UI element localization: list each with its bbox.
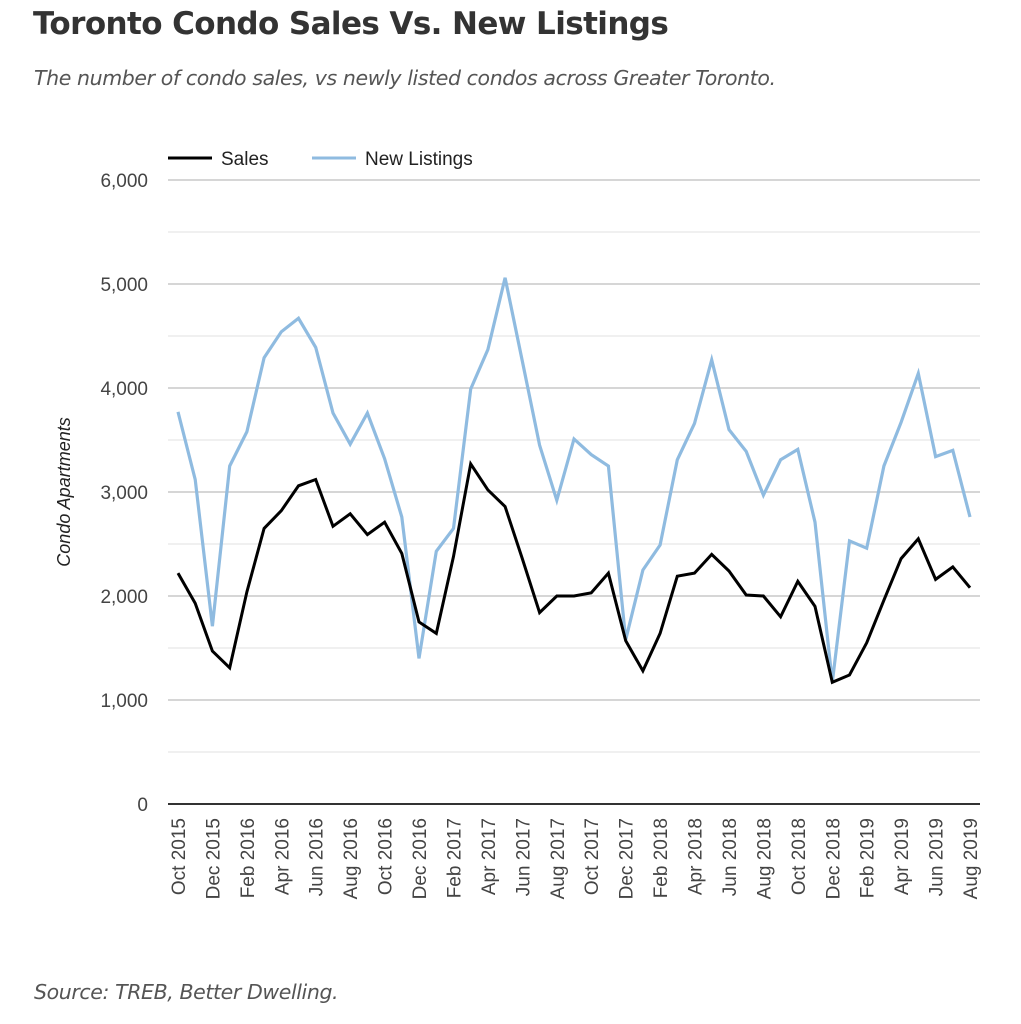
x-tick-label: Aug 2018 — [754, 818, 775, 899]
x-tick-label: Jun 2019 — [927, 818, 948, 896]
x-tick-label: Apr 2018 — [686, 818, 707, 895]
y-tick-label: 4,000 — [100, 379, 148, 400]
legend-item-sales[interactable]: Sales — [168, 149, 269, 170]
y-tick-label: 2,000 — [100, 587, 148, 608]
x-tick-label: Aug 2017 — [548, 818, 569, 899]
series-line-sales — [176, 459, 972, 685]
x-tick-label: Feb 2016 — [238, 818, 259, 898]
y-tick-label: 3,000 — [100, 483, 148, 504]
legend-label-sales: Sales — [221, 149, 269, 170]
x-tick-label: Aug 2019 — [961, 818, 982, 899]
x-tick-label: Jun 2016 — [307, 818, 328, 896]
x-tick-label: Oct 2018 — [789, 818, 810, 895]
chart-subtitle: The number of condo sales, vs newly list… — [34, 66, 776, 90]
x-tick-label: Oct 2015 — [169, 818, 190, 895]
x-tick-label: Apr 2017 — [479, 818, 500, 895]
x-tick-label: Apr 2019 — [892, 818, 913, 895]
x-tick-label: Dec 2016 — [410, 818, 431, 899]
legend-label-new-listings: New Listings — [365, 149, 473, 170]
y-tick-label: 5,000 — [100, 275, 148, 296]
x-tick-label: Feb 2017 — [444, 818, 465, 898]
x-tick-label: Jun 2018 — [720, 818, 741, 896]
y-axis-label: Condo Apartments — [54, 417, 74, 566]
x-tick-label: Aug 2016 — [341, 818, 362, 899]
x-tick-label: Dec 2018 — [823, 818, 844, 899]
y-tick-label: 0 — [137, 795, 148, 816]
chart-title: Toronto Condo Sales Vs. New Listings — [33, 6, 669, 42]
legend: Sales New Listings — [168, 149, 473, 170]
x-tick-label: Apr 2016 — [272, 818, 293, 895]
x-tick-label: Jun 2017 — [513, 818, 534, 896]
x-tick-label: Oct 2017 — [582, 818, 603, 895]
legend-item-new-listings[interactable]: New Listings — [312, 149, 473, 170]
y-tick-label: 1,000 — [100, 691, 148, 712]
series-line-new-listings — [176, 277, 972, 683]
y-tick-label: 6,000 — [100, 171, 148, 192]
x-tick-label: Dec 2015 — [203, 818, 224, 899]
x-tick-label: Dec 2017 — [617, 818, 638, 899]
source-note: Source: TREB, Better Dwelling. — [34, 980, 339, 1004]
series-lines — [176, 277, 972, 685]
gridlines — [168, 179, 980, 753]
x-tick-label: Feb 2019 — [858, 818, 879, 898]
x-tick-label: Feb 2018 — [651, 818, 672, 898]
x-tick-label: Oct 2016 — [376, 818, 397, 895]
x-axis-ticks: Oct 2015 Dec 2015 Feb 2016 Apr 2016 Jun 2016… — [169, 818, 982, 899]
y-axis-ticks: 0 1,000 2,000 3,000 4,000 5,000 6,000 — [100, 171, 148, 816]
